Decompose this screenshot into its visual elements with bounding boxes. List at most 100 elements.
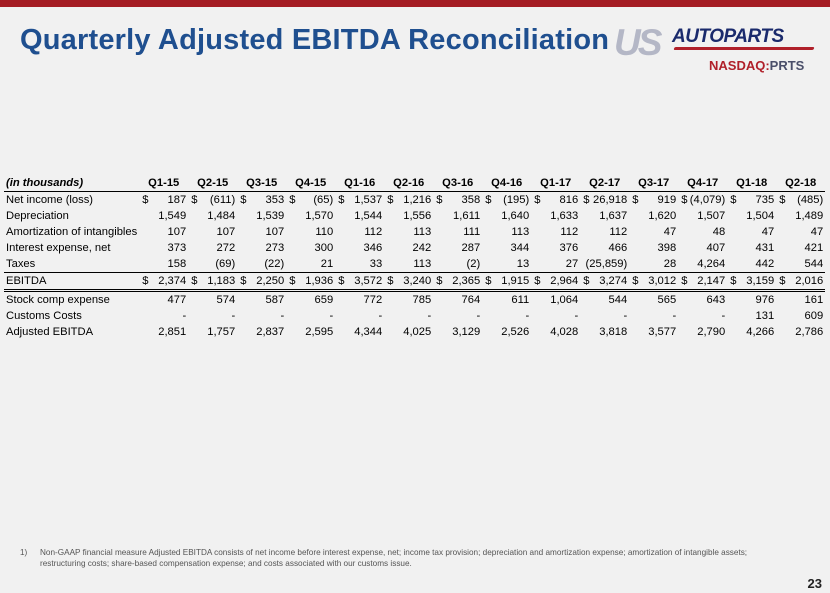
table-cell: 161 bbox=[804, 294, 824, 306]
table-cell: 587 bbox=[265, 294, 285, 306]
table-row: Interest expense, net 373 272 273 300 346 242 2… bbox=[4, 240, 825, 256]
table-cell: 643 bbox=[706, 294, 726, 306]
table-cell: $816 bbox=[534, 194, 579, 206]
column-header: Q3-16 bbox=[433, 175, 483, 192]
table-cell: 4,025 bbox=[403, 326, 432, 338]
table-cell: 28 bbox=[629, 256, 679, 273]
currency-symbol: $ bbox=[632, 275, 639, 287]
table-cell: 2,595 bbox=[305, 326, 334, 338]
currency-symbol: $ bbox=[730, 194, 737, 206]
currency-symbol: $ bbox=[436, 194, 443, 206]
row-label: Net income (loss) bbox=[6, 194, 94, 206]
currency-symbol: $ bbox=[191, 275, 198, 287]
currency-symbol: $ bbox=[583, 275, 590, 287]
table-cell: 300 bbox=[314, 242, 334, 254]
table-cell: 2,526 bbox=[501, 326, 530, 338]
currency-symbol: $ bbox=[191, 194, 198, 206]
table-cell: $ (611) bbox=[191, 194, 236, 206]
table-cell: 158 bbox=[139, 256, 189, 273]
table-row: EBITDA $2,374 $1,183 $2,250 $1,936 $3,572 $3,2… bbox=[4, 272, 826, 292]
table-cell: - bbox=[623, 310, 628, 322]
table-cell: 47 bbox=[663, 226, 677, 238]
currency-symbol: $ bbox=[436, 275, 443, 287]
table-cell: $3,240 bbox=[384, 272, 434, 292]
currency-symbol: $ bbox=[240, 275, 247, 287]
table-cell: 3,818 bbox=[599, 326, 628, 338]
currency-symbol: $ bbox=[534, 275, 541, 287]
table-cell: 544 bbox=[608, 294, 628, 306]
table-cell: 609 bbox=[804, 310, 824, 322]
table-cell: 272 bbox=[216, 242, 236, 254]
column-header: Q1-17 bbox=[531, 175, 581, 192]
table-cell: 2,851 bbox=[158, 326, 187, 338]
table-cell: 2,837 bbox=[256, 326, 285, 338]
table-cell: 4,266 bbox=[746, 326, 775, 338]
currency-symbol: $ bbox=[681, 275, 688, 287]
table-cell: 287 bbox=[461, 242, 481, 254]
table-cell: (22) bbox=[237, 256, 287, 273]
table-cell: 398 bbox=[657, 242, 677, 254]
table-cell: $187 bbox=[142, 194, 187, 206]
table-cell: 772 bbox=[363, 294, 383, 306]
table-cell: 4,028 bbox=[550, 326, 579, 338]
table-cell: (25,859) bbox=[580, 256, 630, 273]
table-cell: 1,640 bbox=[501, 210, 530, 222]
column-header: Q1-15 bbox=[139, 175, 189, 192]
table-cell: 47 bbox=[761, 226, 775, 238]
column-header: Q4-17 bbox=[678, 175, 728, 192]
table-cell: $2,016 bbox=[776, 272, 826, 292]
table-cell: 1,549 bbox=[158, 210, 187, 222]
table-cell: $358 bbox=[436, 194, 481, 206]
table-cell: 1,484 bbox=[207, 210, 236, 222]
table-row: Taxes 158 (69) (22) 21 33 113 (2) 13 27 (25,859) 28… bbox=[4, 256, 826, 273]
currency-symbol: $ bbox=[240, 194, 247, 206]
currency-symbol: $ bbox=[289, 194, 296, 206]
table-row: Net income (loss) $187 $ (611) $353 $ (65) $1,5… bbox=[4, 192, 825, 209]
table-cell: $26,918 bbox=[583, 194, 628, 206]
table-cell: 466 bbox=[608, 242, 628, 254]
table-cell: 107 bbox=[265, 226, 285, 238]
table-cell: 13 bbox=[482, 256, 532, 273]
table-cell: 4,344 bbox=[354, 326, 383, 338]
table-cell: (69) bbox=[188, 256, 238, 273]
table-cell: 346 bbox=[363, 242, 383, 254]
table-cell: $919 bbox=[632, 194, 677, 206]
table-cell: 2,786 bbox=[795, 326, 824, 338]
table-cell: 659 bbox=[314, 294, 334, 306]
table-cell: 373 bbox=[167, 242, 187, 254]
table-cell: $ (65) bbox=[289, 194, 334, 206]
table-cell: 1,570 bbox=[305, 210, 334, 222]
table-cell: $ (485) bbox=[779, 194, 824, 206]
table-cell: 113 bbox=[511, 226, 530, 238]
ebitda-table: (in thousands) Q1-15 Q2-15 Q3-15 Q4-15 Q1-16 Q… bbox=[4, 175, 826, 340]
ticker-label: NASDAQ:PRTS bbox=[709, 58, 805, 73]
table-cell: 1,633 bbox=[550, 210, 579, 222]
table-cell: 110 bbox=[315, 226, 334, 238]
header-row: (in thousands) Q1-15 Q2-15 Q3-15 Q4-15 Q1-16 Q… bbox=[4, 175, 826, 192]
column-header: Q2-15 bbox=[188, 175, 238, 192]
table-cell: 112 bbox=[364, 226, 383, 238]
currency-symbol: $ bbox=[142, 275, 149, 287]
table-cell: 4,264 bbox=[678, 256, 728, 273]
table-cell: $735 bbox=[730, 194, 775, 206]
table-cell: 421 bbox=[804, 242, 824, 254]
table-cell: - bbox=[378, 310, 383, 322]
table-cell: - bbox=[329, 310, 334, 322]
table-cell: 1,620 bbox=[648, 210, 677, 222]
table-cell: 344 bbox=[510, 242, 530, 254]
table-cell: - bbox=[574, 310, 579, 322]
table-cell: $2,147 bbox=[678, 272, 728, 292]
table-cell: (2) bbox=[433, 256, 483, 273]
company-logo: US AUTOPARTS NASDAQ:PRTS bbox=[614, 22, 824, 74]
table-cell: 976 bbox=[755, 294, 775, 306]
table-cell: 611 bbox=[511, 294, 530, 306]
page-number: 23 bbox=[807, 576, 822, 591]
table-cell: $353 bbox=[240, 194, 285, 206]
table-cell: 27 bbox=[531, 256, 581, 273]
table-cell: $1,537 bbox=[338, 194, 383, 206]
currency-symbol: $ bbox=[730, 275, 737, 287]
column-header: Q3-17 bbox=[629, 175, 679, 192]
table-cell: 273 bbox=[265, 242, 285, 254]
table-cell: 544 bbox=[776, 256, 826, 273]
table-row: Depreciation 1,549 1,484 1,539 1,570 1,544 1,5… bbox=[4, 208, 825, 224]
